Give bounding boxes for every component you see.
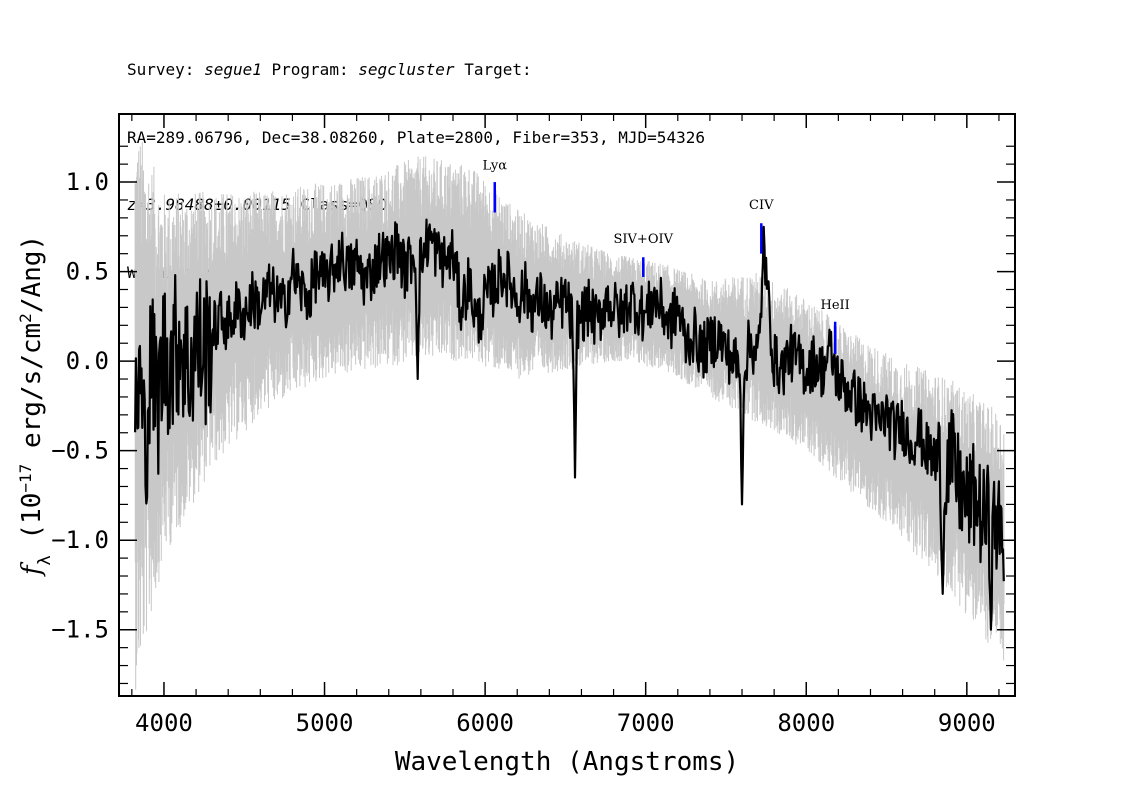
y-tick-label: 0.5 — [66, 258, 109, 286]
program-label: Program: — [271, 60, 349, 79]
y-tick-label: −0.5 — [51, 437, 109, 465]
line-marker-label: HeII — [821, 298, 850, 313]
y-axis-title: fλ (10−17 erg/s/cm2/Ang) — [16, 235, 56, 577]
target-label: Target: — [464, 60, 532, 79]
y-tick-label: −1.0 — [51, 526, 109, 554]
y-tick-label: 0.0 — [66, 347, 109, 375]
x-tick-label: 5000 — [296, 709, 354, 737]
x-tick-label: 9000 — [938, 709, 996, 737]
x-axis-title: Wavelength (Angstroms) — [395, 747, 739, 777]
line-marker-label: Lyα — [482, 159, 507, 174]
x-tick-label: 6000 — [456, 709, 514, 737]
flux-line — [134, 218, 1005, 631]
axis-ticks: 4000 5000 6000 7000 8000 9000 −1.5 −1.0 −0.5 0.0 0… — [51, 114, 1015, 737]
noise-envelope — [134, 141, 1005, 690]
flux-series — [134, 218, 1005, 631]
noise-envelope-path — [134, 141, 1005, 690]
header-line-2: RA=289.06796, Dec=38.08260, Plate=2800, … — [127, 127, 705, 147]
line-marker-label: SIV+OIV — [614, 232, 674, 247]
survey-value: segue1 — [204, 60, 262, 79]
survey-label: Survey: — [127, 60, 195, 79]
x-tick-label: 4000 — [135, 709, 193, 737]
program-value: segcluster — [358, 60, 455, 79]
emission-line-markers: Lyα SIV+OIV CIV HeII — [482, 159, 850, 354]
y-tick-label: −1.5 — [51, 616, 109, 644]
line-marker-label: CIV — [749, 198, 774, 213]
x-tick-label: 7000 — [617, 709, 675, 737]
x-tick-label: 8000 — [777, 709, 835, 737]
y-tick-label: 1.0 — [66, 168, 109, 196]
plot-frame — [118, 113, 1016, 697]
header-line-1: Survey: segue1 Program: segcluster Targe… — [127, 59, 705, 82]
